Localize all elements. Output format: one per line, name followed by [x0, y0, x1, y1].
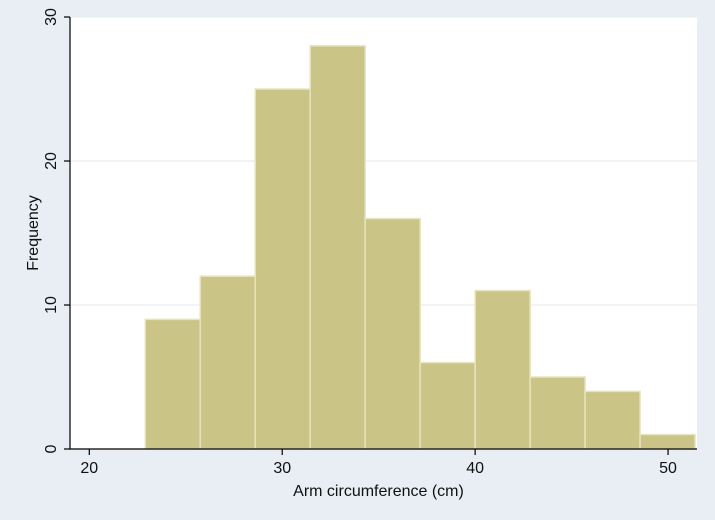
histogram-bar-3 [254, 88, 311, 450]
histogram-bar-7 [474, 289, 531, 450]
x-tick-label-30: 30 [273, 460, 291, 477]
y-tick-label-10: 10 [43, 296, 60, 314]
histogram-bar-5 [364, 217, 421, 450]
y-tick-label-30: 30 [43, 8, 60, 26]
histogram-bar-1 [144, 318, 201, 450]
histogram-bar-10 [639, 433, 696, 450]
y-tick-label-20: 20 [43, 152, 60, 170]
histogram-bar-8 [529, 376, 586, 450]
x-tick-label-20: 20 [80, 460, 98, 477]
histogram-bar-4 [309, 45, 366, 450]
y-axis-label: Frequency [25, 195, 42, 271]
histogram-bar-6 [419, 361, 476, 450]
x-tick-label-50: 50 [659, 460, 677, 477]
histogram-bar-2 [199, 275, 256, 450]
histogram-bar-9 [584, 390, 641, 450]
histogram-bars [144, 45, 696, 450]
x-axis-label: Arm circumference (cm) [293, 483, 464, 500]
y-tick-label-0: 0 [43, 444, 60, 453]
axes: 20 30 40 50 0 10 20 30 [43, 8, 697, 477]
x-tick-label-40: 40 [466, 460, 484, 477]
